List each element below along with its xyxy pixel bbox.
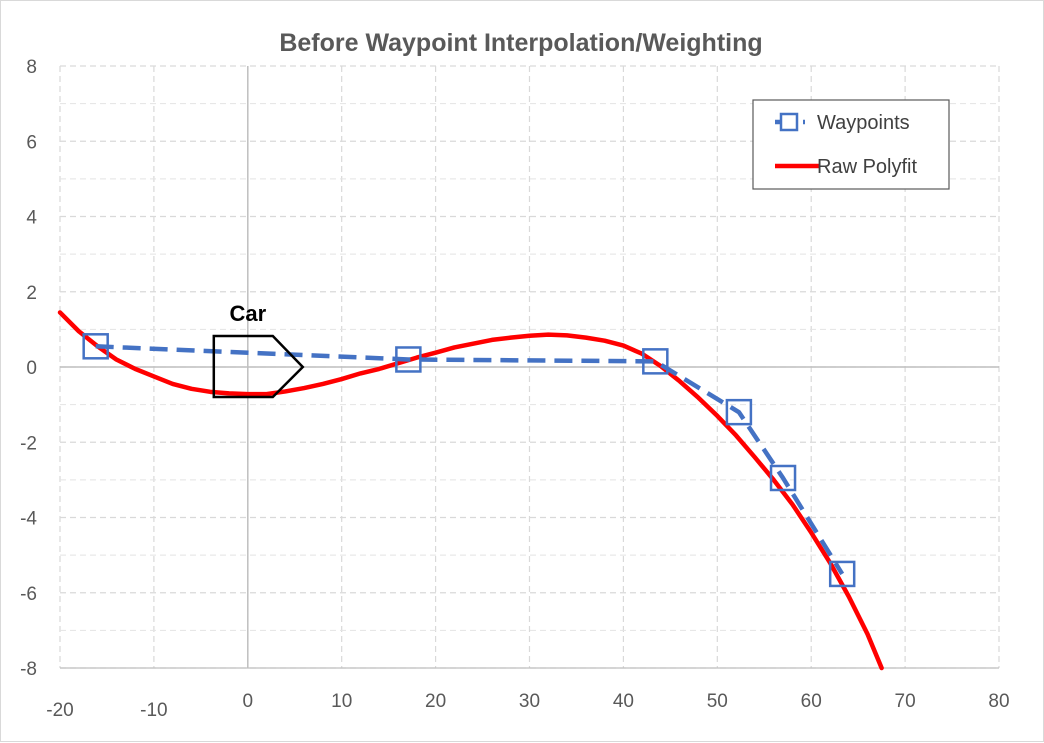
x-tick-label: 50: [707, 691, 728, 712]
series-layer: [57, 310, 884, 671]
waypoint-marker: [395, 346, 422, 373]
y-tick-label: 2: [26, 283, 37, 304]
x-tick-label: -20: [46, 700, 73, 721]
x-tick-label: 80: [988, 691, 1009, 712]
x-tick-label: 30: [519, 691, 540, 712]
axes: [60, 66, 999, 669]
raw-polyfit-line: [57, 310, 884, 671]
x-tick-label: 0: [243, 691, 254, 712]
waypoint-marker: [642, 348, 669, 375]
waypoint-marker: [769, 464, 797, 492]
waypoints-line: [95, 344, 845, 576]
legend-waypoints-marker: [779, 112, 799, 132]
x-tick-label: -10: [140, 700, 167, 721]
waypoint-marker: [828, 560, 856, 588]
x-tick-label: 70: [895, 691, 916, 712]
y-tick-labels: 8 6 4 2 0 -2 -4 -6 -8: [20, 57, 37, 680]
chart-title: Before Waypoint Interpolation/Weighting: [279, 29, 762, 57]
y-tick-label: -2: [20, 433, 37, 454]
waypoint-marker: [725, 398, 753, 426]
waypoint-marker: [82, 333, 109, 360]
y-tick-label: -6: [20, 584, 37, 605]
legend: Waypoints Raw Polyfit: [752, 99, 950, 190]
y-tick-label: 8: [26, 57, 37, 78]
y-tick-label: 0: [26, 358, 37, 379]
x-tick-labels: -20 -10 0 10 20 30 40 50 60 70 80: [46, 691, 1009, 721]
x-tick-label: 10: [331, 691, 352, 712]
y-tick-label: -4: [20, 509, 37, 530]
y-tick-label: -8: [20, 659, 37, 680]
car-label: Car: [229, 301, 266, 326]
annotation-layer: Car: [212, 301, 305, 399]
legend-label-polyfit: Raw Polyfit: [817, 156, 917, 178]
y-tick-label: 6: [26, 132, 37, 153]
x-tick-label: 60: [801, 691, 822, 712]
y-tick-label: 4: [26, 208, 37, 229]
car-shape: [212, 334, 305, 399]
x-tick-label: 20: [425, 691, 446, 712]
x-tick-label: 40: [613, 691, 634, 712]
legend-label-waypoints: Waypoints: [817, 112, 910, 134]
